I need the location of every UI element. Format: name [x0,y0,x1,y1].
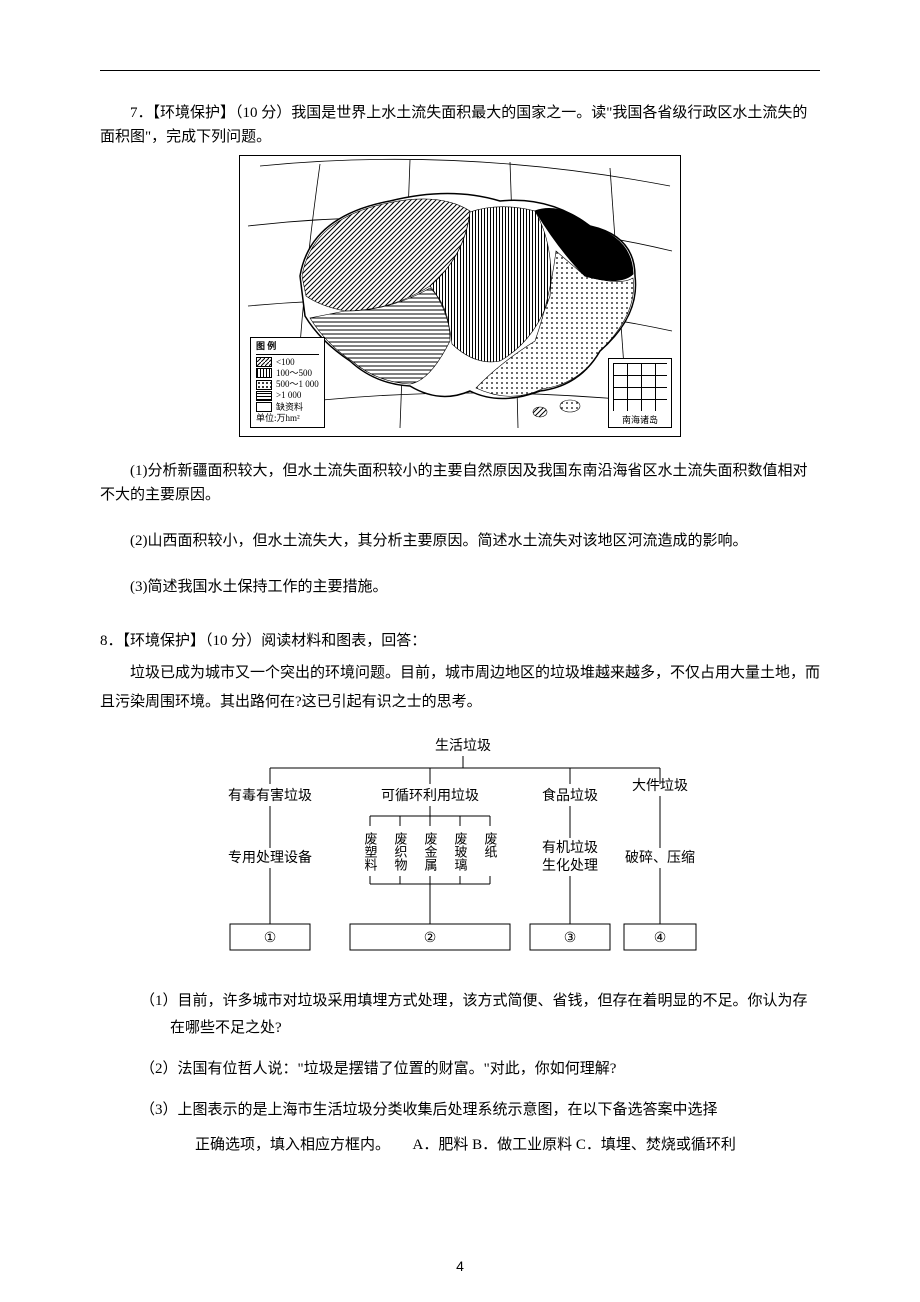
q8-sub2: （2）法国有位哲人说："垃圾是摆错了位置的财富。"对此，你如何理解? [140,1056,820,1083]
svg-text:大件垃圾: 大件垃圾 [632,778,688,794]
svg-text:③: ③ [564,931,577,946]
q7-sub2: (2)山西面积较小，但水土流失大，其分析主要原因。简述水土流失对该地区河流造成的… [100,529,820,553]
svg-text:食品垃圾: 食品垃圾 [542,787,598,804]
q8-title: 8．【环境保护】（10 分）阅读材料和图表，回答： [100,629,820,653]
svg-text:破碎、压缩: 破碎、压缩 [625,850,695,866]
svg-text:可循环利用垃圾: 可循环利用垃圾 [381,788,479,804]
svg-text:专用处理设备: 专用处理设备 [228,849,312,866]
svg-text:生化处理: 生化处理 [542,858,598,874]
legend-row-2: 500～1 000 [256,379,319,390]
svg-text:有机垃圾: 有机垃圾 [542,840,598,856]
svg-text:废纸: 废纸 [483,831,498,859]
legend-row-4: 缺资料 [256,402,319,413]
garbage-tree-svg: .t { font-family: "SimSun", serif; font-… [200,734,720,964]
svg-text:①: ① [264,931,277,946]
inset-label: 南海诸岛 [609,413,671,426]
q7-sub3: (3)简述我国水土保持工作的主要措施。 [100,575,820,599]
q8-sub3: （3）上图表示的是上海市生活垃圾分类收集后处理系统示意图，在以下备选答案中选择 [140,1097,820,1124]
q7-sub1: (1)分析新疆面积较大，但水土流失面积较小的主要自然原因及我国东南沿海省区水土流… [100,459,820,507]
garbage-tree-figure: .t { font-family: "SimSun", serif; font-… [200,734,720,964]
map-legend: 图 例 <100 100～500 500～1 000 >1 000 缺资料 [250,337,325,428]
svg-text:废玻璃: 废玻璃 [453,831,468,871]
q8-intro: 垃圾已成为城市又一个突出的环境问题。目前，城市周边地区的垃圾堆越来越多，不仅占用… [100,659,820,716]
china-map-figure: 图 例 <100 100～500 500～1 000 >1 000 缺资料 [239,155,681,437]
page-number: 4 [0,1258,920,1274]
svg-text:④: ④ [654,931,667,946]
svg-text:废金属: 废金属 [423,831,438,872]
q8-sub1: （1）目前，许多城市对垃圾采用填埋方式处理，该方式简便、省钱，但存在着明显的不足… [140,988,820,1042]
legend-row-1: 100～500 [256,368,319,379]
svg-text:有毒有害垃圾: 有毒有害垃圾 [228,788,312,804]
legend-row-0: <100 [256,357,319,368]
horizontal-rule [100,70,820,71]
svg-text:废塑料: 废塑料 [363,831,378,871]
legend-row-3: >1 000 [256,390,319,401]
south-sea-inset: 南海诸岛 [608,358,672,428]
tree-root-text: 生活垃圾 [435,738,491,754]
svg-text:②: ② [424,931,437,946]
legend-title: 图 例 [256,341,319,354]
q7-stem: 7．【环境保护】（10 分）我国是世界上水土流失面积最大的国家之一。读"我国各省… [100,101,820,149]
q7-stem-text: 7．【环境保护】（10 分）我国是世界上水土流失面积最大的国家之一。读"我国各省… [100,105,807,145]
q8-sub3b: 正确选项，填入相应方框内。 A．肥料 B．做工业原料 C．填埋、焚烧或循环利 [195,1132,820,1159]
svg-text:废织物: 废织物 [393,831,408,872]
legend-unit: 单位:万hm² [256,413,319,424]
